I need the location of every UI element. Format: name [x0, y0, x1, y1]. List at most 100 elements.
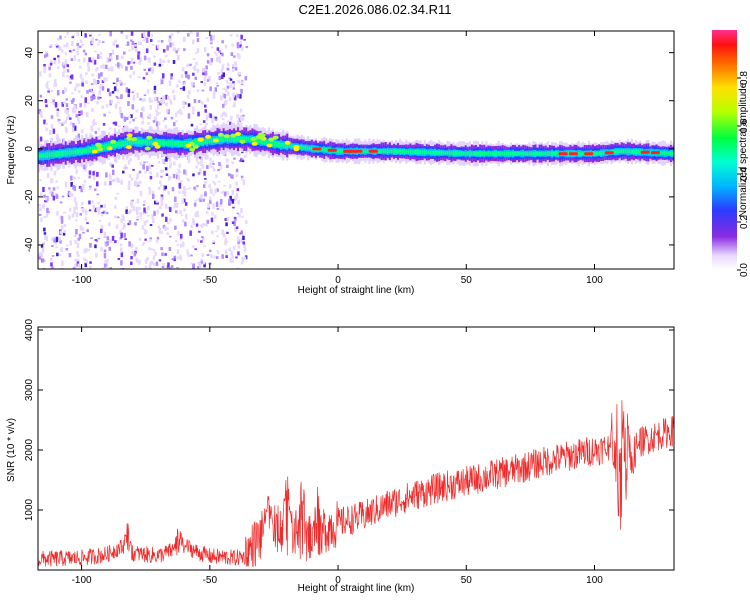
band-segment — [534, 151, 537, 156]
noise-dot — [202, 120, 206, 123]
noise-dot — [141, 243, 145, 246]
noise-dot — [212, 163, 215, 165]
noise-dot — [78, 90, 81, 94]
noise-dot — [91, 200, 95, 204]
noise-dot — [78, 83, 81, 87]
noise-dot — [241, 160, 245, 163]
noise-dot — [209, 34, 213, 40]
noise-dot — [236, 119, 240, 125]
noise-dot — [94, 130, 98, 135]
noise-dot — [160, 175, 163, 178]
band-segment — [417, 150, 420, 155]
band-segment — [175, 141, 178, 146]
band-segment — [499, 151, 502, 156]
noise-dot — [215, 201, 219, 207]
noise-dot — [104, 263, 107, 268]
noise-dot — [76, 32, 79, 37]
band-segment — [397, 149, 400, 154]
noise-dot — [111, 49, 115, 55]
noise-dot — [112, 41, 116, 47]
band-peak — [250, 137, 257, 142]
noise-dot — [102, 64, 105, 69]
band-segment — [245, 136, 248, 142]
band-segment — [659, 151, 662, 155]
band-segment — [128, 140, 131, 145]
noise-dot — [176, 243, 180, 246]
snr-y-label: SNR (10 * v/v) — [6, 418, 17, 482]
noise-dot — [211, 160, 214, 164]
noise-dot — [63, 87, 67, 92]
noise-dot — [182, 86, 186, 91]
noise-dot — [88, 186, 92, 191]
band-segment — [81, 148, 84, 154]
noise-dot — [212, 181, 215, 184]
band-segment — [185, 141, 188, 147]
noise-dot — [150, 99, 153, 103]
noise-dot — [189, 230, 192, 236]
noise-dot — [83, 164, 86, 170]
noise-dot — [150, 39, 153, 42]
band-segment — [483, 151, 486, 156]
noise-dot — [168, 267, 171, 269]
noise-dot — [187, 74, 190, 80]
noise-dot — [90, 128, 94, 132]
band-segment — [276, 141, 279, 148]
band-segment — [522, 151, 525, 156]
noise-dot — [73, 176, 76, 180]
band-peak — [568, 152, 578, 156]
noise-dot — [120, 260, 123, 266]
noise-dot — [42, 186, 45, 192]
noise-dot — [78, 114, 81, 116]
band-segment — [487, 151, 490, 156]
noise-dot — [163, 158, 166, 164]
noise-dot — [50, 44, 53, 48]
noise-dot — [67, 190, 71, 196]
noise-dot — [62, 101, 66, 104]
noise-dot — [45, 127, 48, 131]
noise-dot — [88, 200, 91, 205]
noise-dot — [148, 187, 151, 190]
band-segment — [390, 149, 394, 154]
band-segment — [269, 141, 272, 146]
noise-dot — [90, 98, 93, 102]
noise-dot — [233, 157, 236, 160]
noise-dot — [103, 231, 107, 237]
noise-dot — [226, 231, 229, 234]
noise-dot — [236, 52, 240, 57]
noise-dot — [120, 81, 123, 86]
noise-dot — [148, 265, 151, 269]
band-segment — [105, 144, 108, 150]
noise-dot — [100, 228, 103, 233]
noise-dot — [229, 82, 232, 88]
band-segment — [505, 152, 508, 156]
noise-dot — [43, 119, 46, 125]
noise-dot — [127, 88, 131, 94]
noise-dot — [77, 119, 81, 124]
band-segment — [259, 139, 262, 144]
noise-dot — [82, 184, 85, 190]
noise-dot — [75, 229, 78, 235]
noise-dot — [79, 39, 83, 43]
band-segment — [126, 140, 129, 146]
noise-dot — [204, 47, 207, 52]
noise-dot — [165, 54, 168, 58]
noise-dot — [123, 51, 126, 55]
noise-dot — [216, 208, 220, 210]
noise-dot — [158, 63, 162, 67]
noise-dot — [58, 237, 61, 241]
band-peak — [353, 149, 363, 153]
noise-dot — [56, 108, 60, 111]
noise-dot — [199, 168, 202, 174]
noise-dot — [121, 55, 124, 60]
noise-dot — [200, 81, 203, 83]
noise-dot — [238, 54, 241, 60]
noise-dot — [87, 102, 90, 105]
noise-dot — [87, 66, 90, 72]
band-segment — [62, 150, 65, 156]
noise-dot — [166, 227, 170, 231]
noise-dot — [128, 121, 132, 124]
band-segment — [64, 150, 67, 156]
noise-dot — [54, 102, 58, 108]
noise-dot — [101, 105, 104, 109]
noise-dot — [184, 221, 187, 227]
